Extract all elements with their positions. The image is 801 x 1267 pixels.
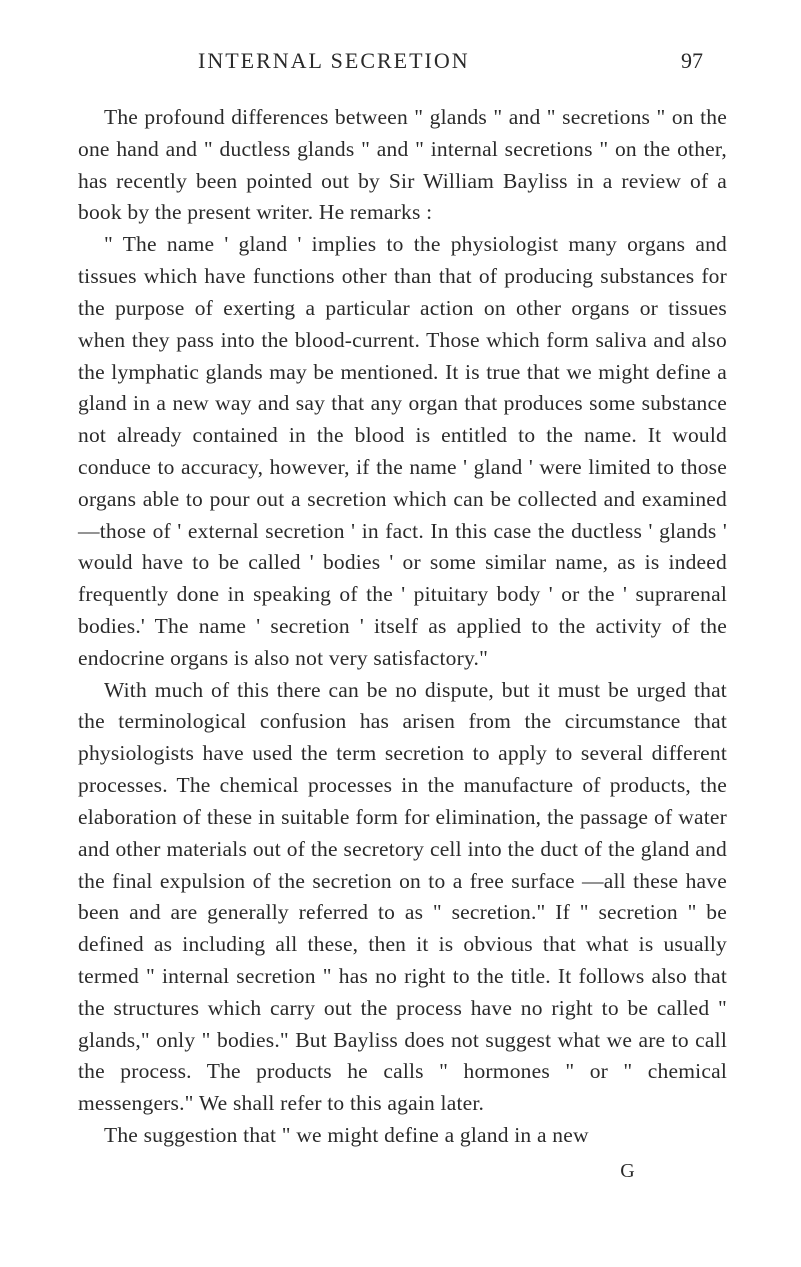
chapter-title: INTERNAL SECRETION [198,48,470,74]
paragraph-4: The suggestion that " we might define a … [78,1120,727,1152]
paragraph-1: The profound differences between " gland… [78,102,727,229]
signature-mark: G [78,1160,727,1183]
paragraph-2: " The name ' gland ' implies to the phys… [78,229,727,674]
paragraph-3: With much of this there can be no disput… [78,675,727,1120]
page-number: 97 [681,48,703,74]
page-header: INTERNAL SECRETION 97 [78,48,727,74]
body-text: The profound differences between " gland… [78,102,727,1152]
